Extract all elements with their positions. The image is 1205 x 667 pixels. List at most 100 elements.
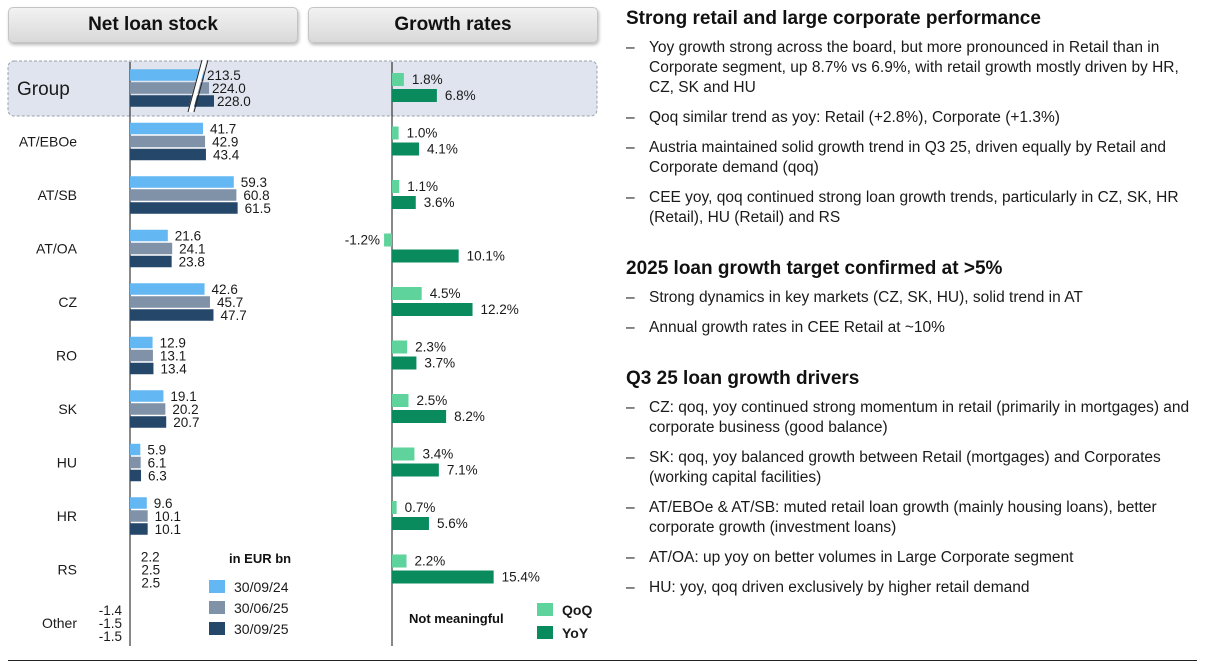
- axis-break-line: [193, 59, 209, 113]
- bullet: – AT/OA: up yoy on better volumes in Larg…: [626, 549, 1074, 566]
- growth-bar-label: 6.8%: [445, 88, 476, 103]
- section-drivers: Q3 25 loan growth drivers – CZ: qoq, yoy …: [626, 368, 1201, 598]
- growth-bar-label: 4.5%: [430, 286, 461, 301]
- loan-bar-label: 42.9: [212, 134, 238, 149]
- legend-swatch: [209, 622, 225, 635]
- growth-bar: [392, 89, 437, 102]
- growth-bar: [392, 501, 397, 514]
- loan-bar-label: -1.5: [99, 629, 122, 644]
- bullet: – CZ: qoq, yoy continued strong momentum …: [626, 399, 1190, 436]
- legend-label: 30/06/25: [234, 600, 289, 616]
- category-label: RO: [56, 348, 77, 364]
- loan-bar-label: 228.0: [217, 94, 251, 109]
- commentary-panel: Strong retail and large corporate perfor…: [626, 8, 1201, 608]
- bottom-divider: [8, 660, 1197, 661]
- loan-chart: Group AT/EBOe AT/SB AT/OA CZ RO SK HU HR RS Other 2…: [7, 59, 598, 646]
- growth-bar: [392, 340, 408, 354]
- loan-bar: [130, 95, 214, 107]
- legend-swatch: [209, 580, 225, 593]
- loan-bar-label: 224.0: [212, 81, 246, 96]
- growth-bar: [392, 249, 459, 263]
- bullet: – Qoq similar trend as yoy: Retail (+2.8%…: [626, 109, 1060, 126]
- loan-bar: [130, 497, 147, 509]
- loan-bar: [130, 416, 167, 428]
- loan-bar: [130, 336, 153, 349]
- section-title: 2025 loan growth target confirmed at >5%: [626, 258, 1003, 279]
- loan-bar: [130, 469, 142, 482]
- loan-bar: [130, 456, 141, 469]
- category-label: RS: [58, 562, 77, 578]
- bullet: – AT/EBOe & AT/SB: muted retail loan grow…: [626, 499, 1157, 536]
- loan-bar: [130, 296, 210, 308]
- growth-bar: [384, 233, 392, 247]
- loan-bar-label: 20.7: [173, 415, 199, 430]
- loan-bar: [130, 523, 148, 535]
- loan-bar-label: 21.6: [175, 228, 201, 243]
- bullet: – SK: qoq, yoy balanced growth between Re…: [626, 449, 1161, 486]
- section-target: 2025 loan growth target confirmed at >5%…: [626, 258, 1201, 338]
- growth-bar: [392, 126, 399, 140]
- loan-bar: [130, 242, 173, 255]
- growth-bar-label: -1.2%: [345, 233, 380, 248]
- legend-swatch: [537, 603, 553, 616]
- category-label: AT/EBOe: [19, 134, 77, 150]
- growth-bar-label: 3.7%: [424, 356, 455, 371]
- growth-bar-label: 2.2%: [415, 554, 446, 569]
- category-label: CZ: [58, 294, 77, 310]
- loan-bar-label: 213.5: [207, 68, 241, 83]
- loan-bar: [130, 443, 141, 456]
- loan-bar-label: 59.3: [241, 175, 267, 190]
- growth-bar-label: 10.1%: [467, 249, 505, 264]
- loan-bar-label: 13.1: [160, 348, 186, 363]
- growth-bar: [392, 410, 447, 423]
- loan-bar-label: 2.5: [141, 562, 160, 577]
- loan-bar-label: 2.5: [141, 575, 160, 590]
- loan-bar-label: 60.8: [243, 188, 269, 203]
- legend-label: QoQ: [562, 602, 592, 618]
- legend-label: YoY: [562, 625, 589, 641]
- loan-bar-label: 13.4: [160, 361, 187, 376]
- loan-bar-label: 23.8: [179, 254, 205, 269]
- growth-bar: [392, 356, 417, 370]
- loan-bar-label: 20.2: [172, 402, 198, 417]
- loan-bar-label: 6.3: [148, 468, 167, 483]
- growth-bar-label: 4.1%: [427, 142, 458, 157]
- growth-bar: [392, 570, 494, 584]
- loan-bar-label: 5.9: [147, 442, 166, 457]
- category-label: HR: [57, 508, 77, 524]
- loan-bar-label: 43.4: [213, 147, 240, 162]
- loan-bar-label: 12.9: [160, 335, 186, 350]
- legend-label: 30/09/25: [234, 621, 289, 637]
- loan-bar: [130, 349, 153, 362]
- growth-bar: [392, 287, 422, 300]
- loan-bar-label: 42.6: [212, 282, 238, 297]
- loan-bar: [130, 255, 172, 268]
- growth-bar-label: 15.4%: [502, 570, 540, 585]
- legend-label: 30/09/24: [234, 579, 289, 595]
- growth-bar: [392, 142, 420, 156]
- loan-bar: [130, 82, 209, 94]
- category-label: SK: [58, 401, 77, 417]
- loan-bar: [130, 283, 205, 295]
- growth-bar-label: 7.1%: [447, 463, 478, 478]
- loan-bar: [130, 510, 148, 522]
- section-title: Strong retail and large corporate perfor…: [626, 8, 1041, 29]
- section-performance: Strong retail and large corporate perfor…: [626, 8, 1201, 228]
- loan-bar-label: 19.1: [170, 389, 196, 404]
- bullet: – Yoy growth strong across the board, but…: [626, 39, 1179, 96]
- growth-bar-label: 2.5%: [417, 393, 448, 408]
- axis-break-line: [187, 59, 203, 113]
- growth-bar-label: 3.6%: [424, 195, 455, 210]
- growth-bar-label: 1.0%: [407, 126, 438, 141]
- growth-bar: [392, 517, 429, 530]
- loan-bar-label: 47.7: [220, 308, 246, 323]
- loan-bar-label: 2.2: [141, 549, 160, 564]
- bullet: – Strong dynamics in key markets (CZ, SK,…: [626, 289, 1083, 306]
- group-highlight: [7, 60, 598, 117]
- growth-bar: [392, 303, 473, 316]
- loan-bar: [130, 309, 214, 321]
- growth-bar: [392, 447, 415, 461]
- net-loan-stock-header: Net loan stock: [8, 7, 298, 43]
- loan-bar: [130, 390, 164, 402]
- legend-swatch: [537, 626, 553, 639]
